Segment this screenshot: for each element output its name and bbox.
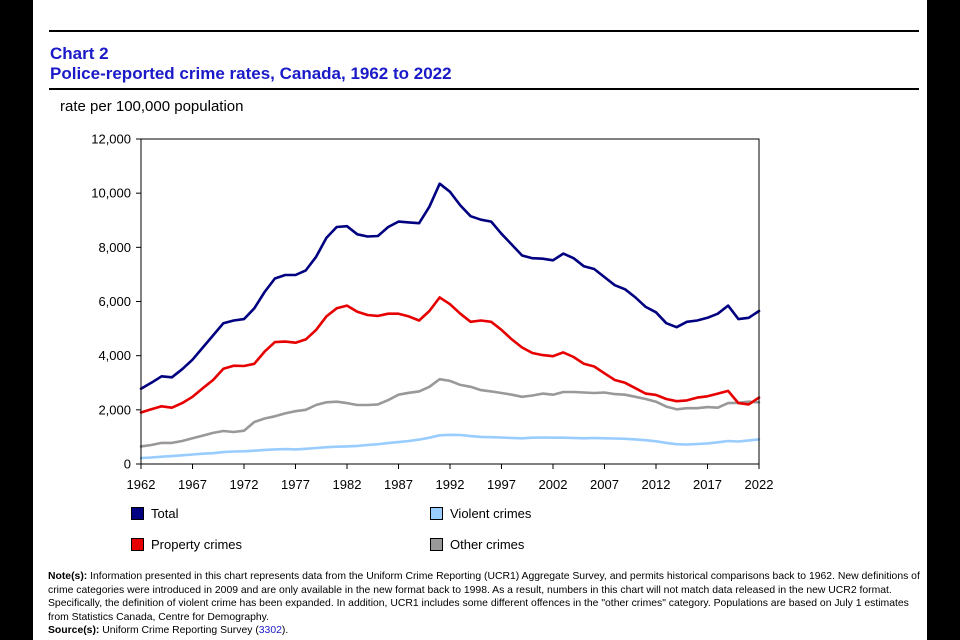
source-open: (	[255, 625, 259, 636]
x-tick-label: 1977	[281, 477, 310, 492]
series-lines	[139, 182, 761, 460]
series-line-violent-crimes	[139, 433, 761, 460]
note-label: Note(s):	[48, 571, 88, 582]
legend-label-total: Total	[151, 506, 179, 521]
legend-item-total: Total	[131, 506, 178, 521]
series-line-property-crimes	[139, 296, 761, 414]
y-axis-unit-label: rate per 100,000 population	[60, 98, 244, 115]
legend-swatch-violent	[430, 507, 443, 520]
x-tick-label: 1972	[230, 477, 259, 492]
x-axis: 1962 1967 1972 1977 1982 1987 1992 1997 2002 2007…	[127, 464, 774, 492]
chart-page: Chart 2 Police-reported crime rates, Can…	[33, 0, 927, 640]
legend-label-other: Other crimes	[450, 537, 525, 552]
legend-item-property: Property crimes	[131, 537, 242, 552]
y-tick-label: 12,000	[91, 132, 131, 147]
x-tick-label: 1987	[384, 477, 413, 492]
title-rule	[49, 88, 919, 90]
series-line-other-crimes	[139, 377, 761, 448]
chart-title: Police-reported crime rates, Canada, 196…	[50, 64, 452, 83]
y-tick-label: 6,000	[98, 294, 131, 309]
x-tick-label: 1997	[487, 477, 516, 492]
source-label: Source(s):	[48, 625, 100, 636]
legend-item-violent: Violent crimes	[430, 506, 531, 521]
x-tick-label: 1982	[333, 477, 362, 492]
x-tick-label: 2002	[539, 477, 568, 492]
chart-number: Chart 2	[50, 44, 109, 63]
legend-swatch-property	[131, 538, 144, 551]
series-line-total	[139, 182, 761, 391]
x-tick-label: 2012	[642, 477, 671, 492]
y-tick-label: 4,000	[98, 348, 131, 363]
plot-frame	[140, 138, 760, 465]
top-rule	[49, 30, 919, 32]
note-text: Information presented in this chart repr…	[48, 571, 920, 623]
legend-swatch-other	[430, 538, 443, 551]
source-link[interactable]: 3302	[258, 625, 282, 636]
x-tick-label: 2017	[693, 477, 722, 492]
x-tick-label: 1992	[436, 477, 465, 492]
note-paragraph: Note(s): Information presented in this c…	[48, 570, 923, 624]
source-text: Uniform Crime Reporting Survey	[102, 625, 253, 636]
y-tick-label: 0	[124, 457, 131, 472]
legend-label-violent: Violent crimes	[450, 506, 532, 521]
x-tick-label: 2022	[745, 477, 774, 492]
legend-label-property: Property crimes	[151, 537, 243, 552]
source-paragraph: Source(s): Uniform Crime Reporting Surve…	[48, 624, 923, 638]
y-tick-label: 2,000	[98, 402, 131, 417]
x-tick-label: 1962	[127, 477, 156, 492]
y-axis: 0 2,000 4,000 6,000 8,000 10,000 12,000	[91, 132, 141, 472]
x-tick-label: 1967	[178, 477, 207, 492]
source-close: ).	[281, 625, 289, 636]
notes-block: Note(s): Information presented in this c…	[48, 570, 923, 638]
y-tick-label: 8,000	[98, 240, 131, 255]
x-tick-label: 2007	[590, 477, 619, 492]
y-tick-label: 10,000	[91, 186, 131, 201]
legend-item-other: Other crimes	[430, 537, 524, 552]
legend-swatch-total	[131, 507, 144, 520]
